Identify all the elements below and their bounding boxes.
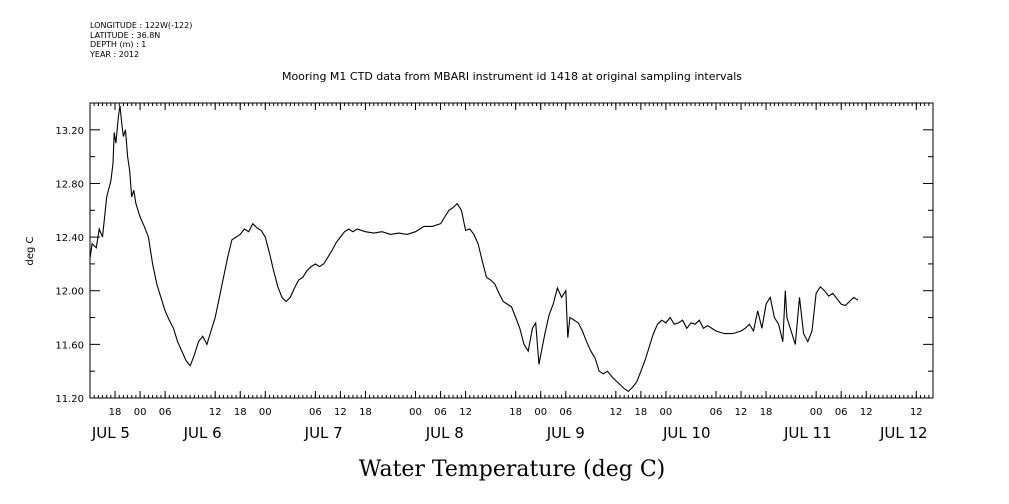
y-tick-label: 12.80 [55,179,84,190]
x-tick-label: 18 [359,407,372,418]
x-tick-label: 12 [459,407,472,418]
x-tick-label: 00 [534,407,547,418]
chart-title: Mooring M1 CTD data from MBARI instrumen… [282,70,742,83]
x-day-label: JUL 11 [783,424,832,442]
x-day-label: JUL 12 [879,424,928,442]
y-tick-label: 11.20 [55,394,84,405]
x-tick-label: 06 [559,407,572,418]
year-label: YEAR : 2012 [90,49,140,59]
x-tick-label: 12 [860,407,873,418]
x-day-label: JUL 7 [304,424,343,442]
latitude-label: LATITUDE : 36.8N [90,30,161,40]
y-tick-label: 12.40 [55,233,84,244]
x-tick-label: 18 [234,407,247,418]
x-tick-label: 06 [710,407,723,418]
x-tick-label: 06 [309,407,322,418]
plot-frame [89,102,934,399]
x-tick-label: 00 [134,407,147,418]
x-tick-label: 06 [159,407,172,418]
x-tick-label: 18 [635,407,648,418]
x-day-label: JUL 10 [662,424,711,442]
x-day-label: JUL 5 [91,424,130,442]
longitude-label: LONGITUDE : 122W(-122) [90,21,193,30]
x-tick-label: 18 [109,407,122,418]
x-day-label: JUL 9 [546,424,585,442]
x-tick-label: 06 [434,407,447,418]
x-tick-label: 00 [660,407,673,418]
x-day-label: JUL 6 [183,424,222,442]
y-tick-label: 11.60 [55,340,84,351]
x-tick-label: 18 [509,407,522,418]
y-axis-label: deg C [25,236,36,265]
x-tick-label: 18 [760,407,773,418]
x-tick-label: 06 [835,407,848,418]
depth-label: DEPTH (m) : 1 [90,40,147,49]
x-tick-label: 12 [209,407,222,418]
x-tick-label: 00 [810,407,823,418]
metadata-block: LONGITUDE : 122W(-122) LATITUDE : 36.8N … [90,21,192,59]
y-tick-label: 12.00 [55,287,84,298]
axes: 11.20 11.60 12.00 12.40 12.80 13.20 18 00 06 12 18… [55,102,933,442]
temperature-line [89,105,859,392]
x-tick-label: 12 [334,407,347,418]
x-tick-label: 12 [910,407,923,418]
x-day-label: JUL 8 [425,424,464,442]
data-series [89,105,859,392]
x-tick-label: 00 [259,407,272,418]
x-tick-label: 00 [409,407,422,418]
x-tick-label: 12 [735,407,748,418]
x-axis-label: Water Temperature (deg C) [359,457,666,482]
y-tick-label: 13.20 [55,126,84,137]
x-tick-label: 12 [609,407,622,418]
